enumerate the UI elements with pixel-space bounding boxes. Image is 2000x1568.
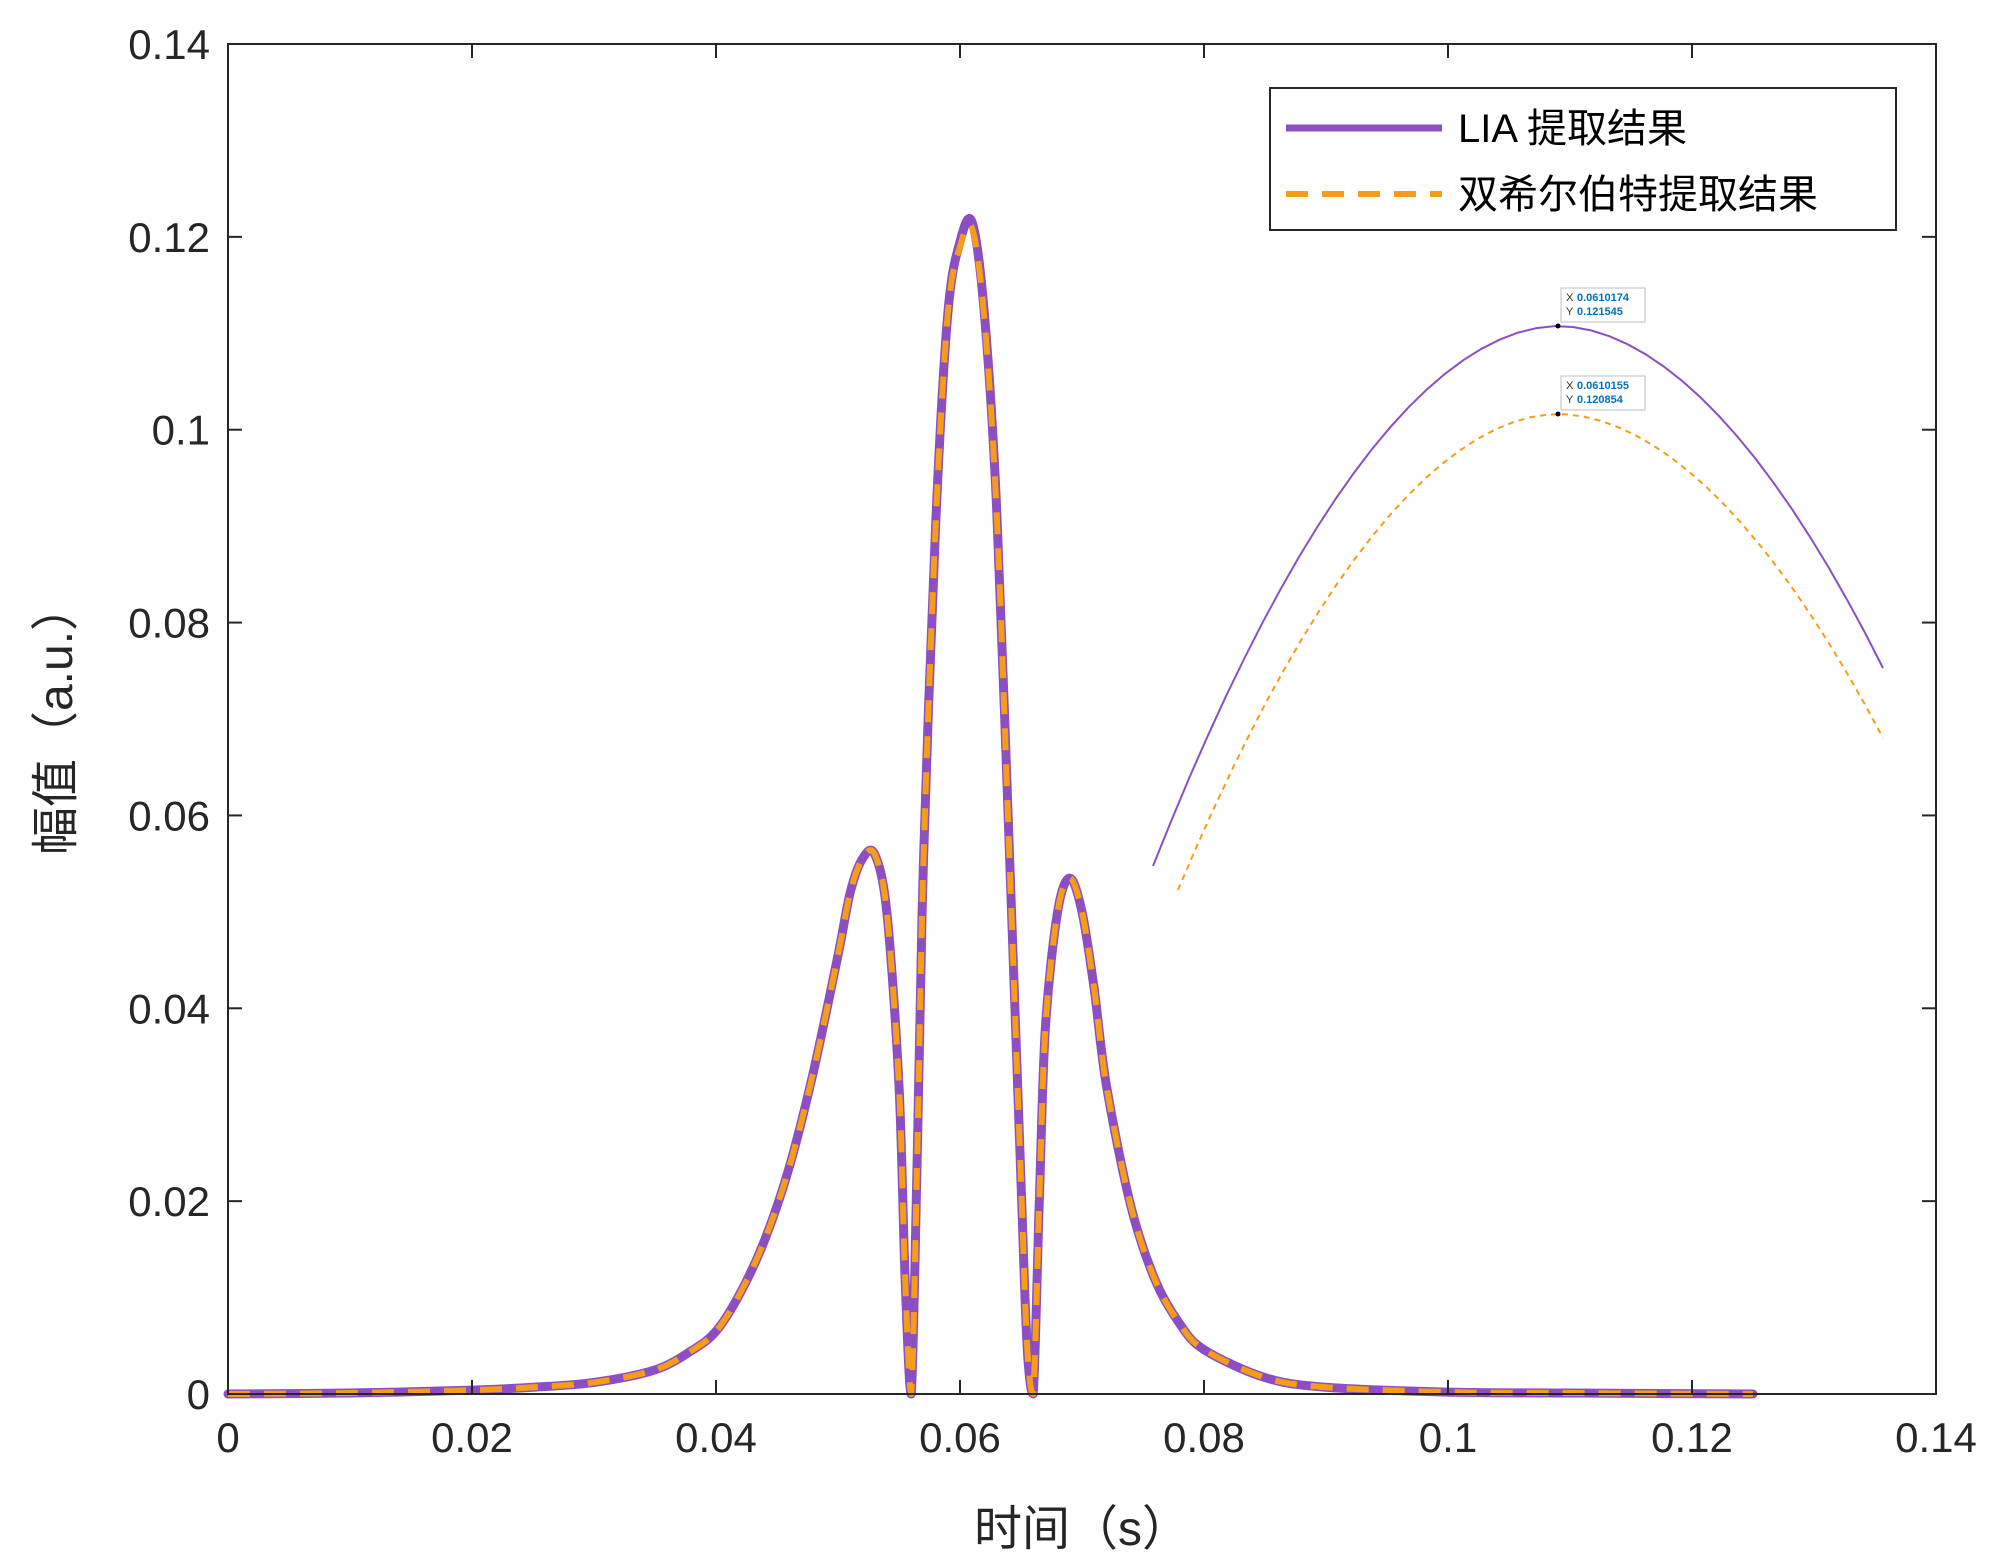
datatip-marker — [1555, 323, 1561, 329]
x-tick-label: 0.06 — [919, 1414, 1001, 1461]
x-tick-label: 0.02 — [431, 1414, 513, 1461]
y-tick-label: 0.1 — [152, 407, 210, 454]
x-tick-label: 0.04 — [675, 1414, 757, 1461]
datatip-x-label: X — [1566, 380, 1574, 392]
y-tick-label: 0.14 — [128, 21, 210, 68]
datatip-y-value: 0.120854 — [1577, 394, 1624, 406]
datatip-x-value: 0.0610174 — [1577, 292, 1630, 304]
datatip-box — [1560, 375, 1646, 411]
y-tick-label: 0.06 — [128, 792, 210, 839]
x-tick-label: 0.12 — [1651, 1414, 1733, 1461]
datatip-y-label: Y — [1566, 306, 1574, 318]
axes-box — [227, 43, 1937, 1395]
legend-box — [1269, 87, 1897, 231]
datatip-y-label: Y — [1566, 394, 1574, 406]
y-tick-label: 0 — [187, 1371, 210, 1418]
datatip-x-value: 0.0610155 — [1577, 380, 1629, 392]
plot-lines — [223, 213, 1758, 1399]
x-tick-label: 0.14 — [1895, 1414, 1977, 1461]
datatip-x-label: X — [1566, 292, 1574, 304]
datatip-box — [1560, 287, 1646, 323]
inset-line-hilbert — [1177, 413, 1884, 891]
legend: LIA 提取结果 双希尔伯特提取结果 — [1269, 87, 1897, 231]
y-tick-label: 0.08 — [128, 600, 210, 647]
legend-label-hilbert: 双希尔伯特提取结果 — [1458, 173, 1818, 217]
x-tick-label: 0.08 — [1163, 1414, 1245, 1461]
x-tick-label: 0.1 — [1419, 1414, 1477, 1461]
ticks — [227, 43, 1937, 1395]
y-tick-label: 0.02 — [128, 1178, 210, 1225]
x-tick-label: 0 — [216, 1414, 239, 1461]
series-line-hilbert — [227, 221, 1754, 1397]
y-tick-label: 0.04 — [128, 985, 210, 1032]
x-axis-title: 时间（s） — [974, 1503, 1190, 1556]
legend-label-lia: LIA 提取结果 — [1458, 107, 1687, 151]
inset-line-lia — [1152, 325, 1884, 867]
y-tick-label: 0.12 — [128, 214, 210, 261]
datatip-y-value: 0.121545 — [1577, 306, 1623, 318]
tick-labels: 0 0.02 0.04 0.06 0.08 0.1 0.12 0.14 0 0.02 0.04 0.0… — [128, 21, 1977, 1461]
y-axis-title: 幅值（a.u.） — [30, 583, 83, 855]
datatip-marker — [1555, 411, 1561, 417]
